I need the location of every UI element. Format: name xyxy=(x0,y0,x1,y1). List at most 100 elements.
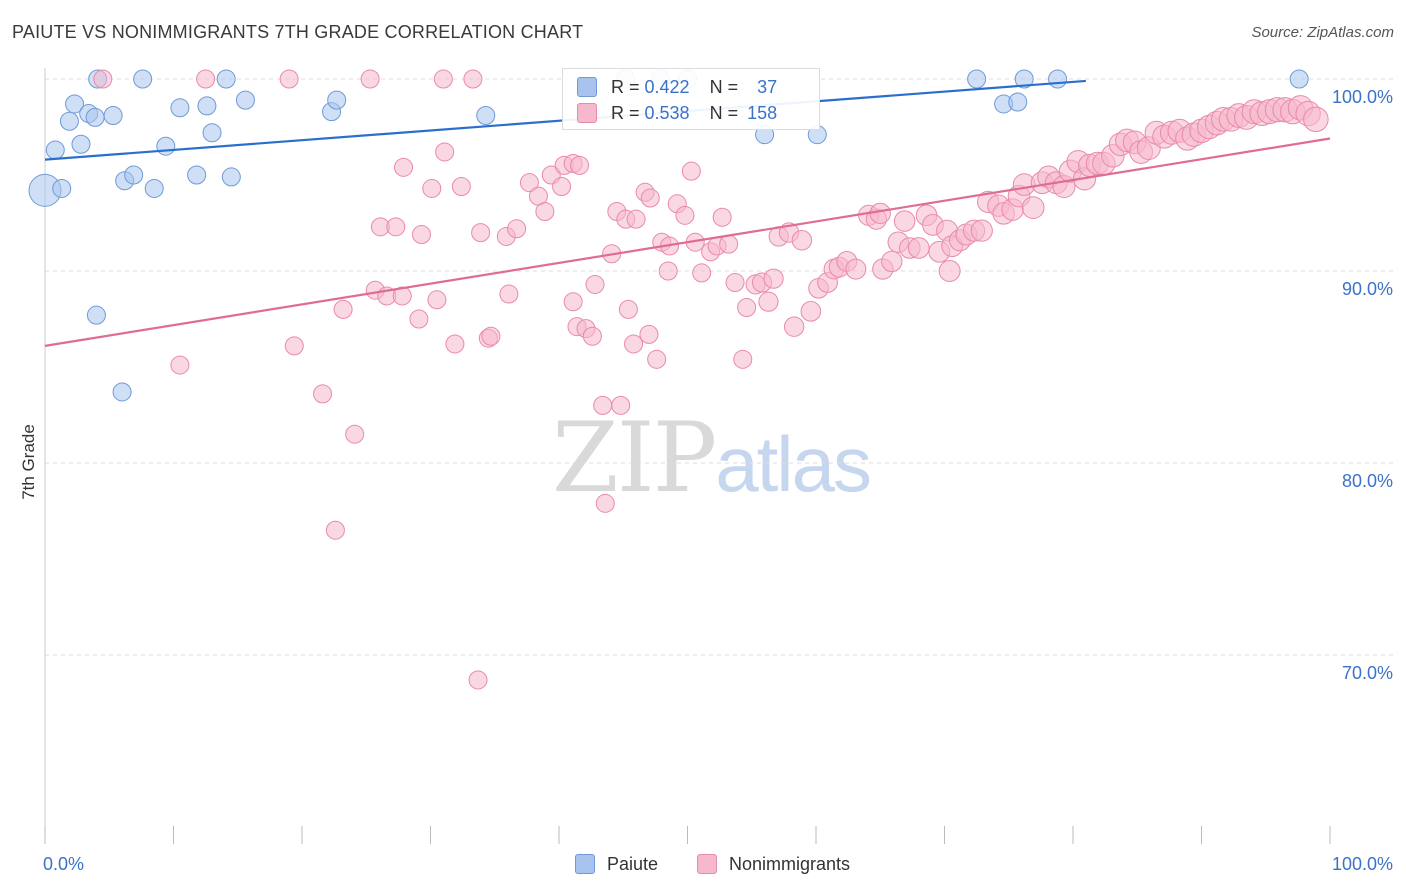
data-point xyxy=(675,205,695,225)
y-tick-label-70: 70.0% xyxy=(1342,663,1393,683)
paiute-r-value: 0.422 xyxy=(644,76,690,97)
data-point xyxy=(112,382,132,402)
nonimmigrants-n-value: 158 xyxy=(747,102,778,123)
data-point xyxy=(845,258,867,280)
data-point xyxy=(386,217,406,237)
legend-item-nonimmigrants[interactable]: Nonimmigrants xyxy=(697,851,850,877)
data-point xyxy=(435,142,455,162)
data-point xyxy=(93,69,113,89)
data-point xyxy=(507,219,527,239)
data-point xyxy=(345,424,365,444)
nonimmigrants-n-label: N = xyxy=(709,102,744,123)
data-point xyxy=(499,284,519,304)
data-point xyxy=(476,105,496,125)
data-point xyxy=(52,178,72,198)
data-point xyxy=(445,334,465,354)
data-point xyxy=(640,188,660,208)
data-point xyxy=(593,395,613,415)
data-point xyxy=(570,155,590,175)
data-point xyxy=(279,69,299,89)
data-point xyxy=(800,301,822,322)
data-point xyxy=(481,326,501,346)
data-point xyxy=(170,98,190,118)
data-point xyxy=(970,219,993,242)
data-point xyxy=(394,157,414,177)
trend-line-nonimmigrants xyxy=(44,137,1331,347)
data-point xyxy=(422,178,442,198)
data-point xyxy=(626,209,646,229)
data-point xyxy=(737,297,757,317)
stats-row-paiute: R = 0.422 N = 37 xyxy=(577,74,777,100)
data-point xyxy=(196,69,216,89)
data-point xyxy=(647,349,667,369)
data-point xyxy=(45,140,65,160)
series-nonimmigrants xyxy=(93,69,1329,690)
data-point xyxy=(712,207,732,227)
data-point xyxy=(563,292,583,312)
stats-legend: R = 0.422 N = 37 R = 0.538 N = 158 xyxy=(562,68,820,130)
data-point xyxy=(187,165,207,185)
data-point xyxy=(221,167,241,187)
data-point xyxy=(719,234,739,254)
data-point xyxy=(59,111,79,131)
nonimmigrants-r-value: 0.538 xyxy=(644,102,690,123)
data-point xyxy=(783,316,805,337)
data-point xyxy=(658,261,678,281)
data-point xyxy=(86,305,106,325)
data-point xyxy=(124,165,144,185)
data-point xyxy=(170,355,190,375)
data-point xyxy=(758,291,779,312)
data-point xyxy=(552,177,572,197)
legend-item-paiute[interactable]: Paiute xyxy=(575,851,658,877)
data-point xyxy=(733,349,753,369)
legend-nonimmigrants-label: Nonimmigrants xyxy=(729,853,851,874)
y-tick-label-80: 80.0% xyxy=(1342,471,1393,491)
y-axis-label: 7th Grade xyxy=(19,424,38,500)
data-point xyxy=(471,223,491,243)
data-point xyxy=(582,326,602,346)
data-point xyxy=(451,177,471,197)
data-point xyxy=(333,299,353,319)
nonimmigrants-r-label: R = xyxy=(611,102,645,123)
data-point xyxy=(433,69,453,89)
paiute-n-label: N = xyxy=(709,76,744,97)
data-point xyxy=(1008,92,1028,112)
bottom-legend: Paiute Nonimmigrants xyxy=(0,851,1406,877)
x-tick-label-0: 0.0% xyxy=(43,854,84,874)
data-point xyxy=(144,178,164,198)
data-point xyxy=(681,161,701,181)
source-label: Source: ZipAtlas.com xyxy=(1251,24,1394,41)
watermark-zip: ZIP xyxy=(552,402,717,514)
data-point xyxy=(725,273,745,293)
watermark-atlas: atlas xyxy=(715,420,872,508)
data-point xyxy=(1021,196,1045,220)
x-tick-label-100: 100.0% xyxy=(1332,854,1393,874)
data-point xyxy=(535,201,555,221)
data-point xyxy=(692,263,712,283)
data-point xyxy=(156,136,176,156)
data-point xyxy=(618,299,638,319)
nonimmigrants-swatch xyxy=(577,103,597,123)
data-point xyxy=(409,309,429,329)
data-point xyxy=(65,94,85,114)
data-point xyxy=(1014,69,1034,89)
data-point xyxy=(611,395,631,415)
data-point xyxy=(967,69,987,89)
data-point xyxy=(639,324,659,344)
data-point xyxy=(313,384,333,404)
data-point xyxy=(791,230,813,251)
data-point xyxy=(1048,69,1068,89)
data-point xyxy=(1289,69,1309,89)
data-point xyxy=(325,520,345,540)
data-point xyxy=(595,493,615,513)
data-point xyxy=(938,260,961,282)
legend-nonimmigrants-swatch xyxy=(697,854,717,874)
data-point xyxy=(585,274,605,294)
data-point xyxy=(519,173,539,193)
data-point xyxy=(893,210,916,232)
data-point xyxy=(85,107,105,127)
y-tick-label-90: 90.0% xyxy=(1342,279,1393,299)
paiute-r-label: R = xyxy=(611,76,645,97)
data-point xyxy=(763,268,784,289)
